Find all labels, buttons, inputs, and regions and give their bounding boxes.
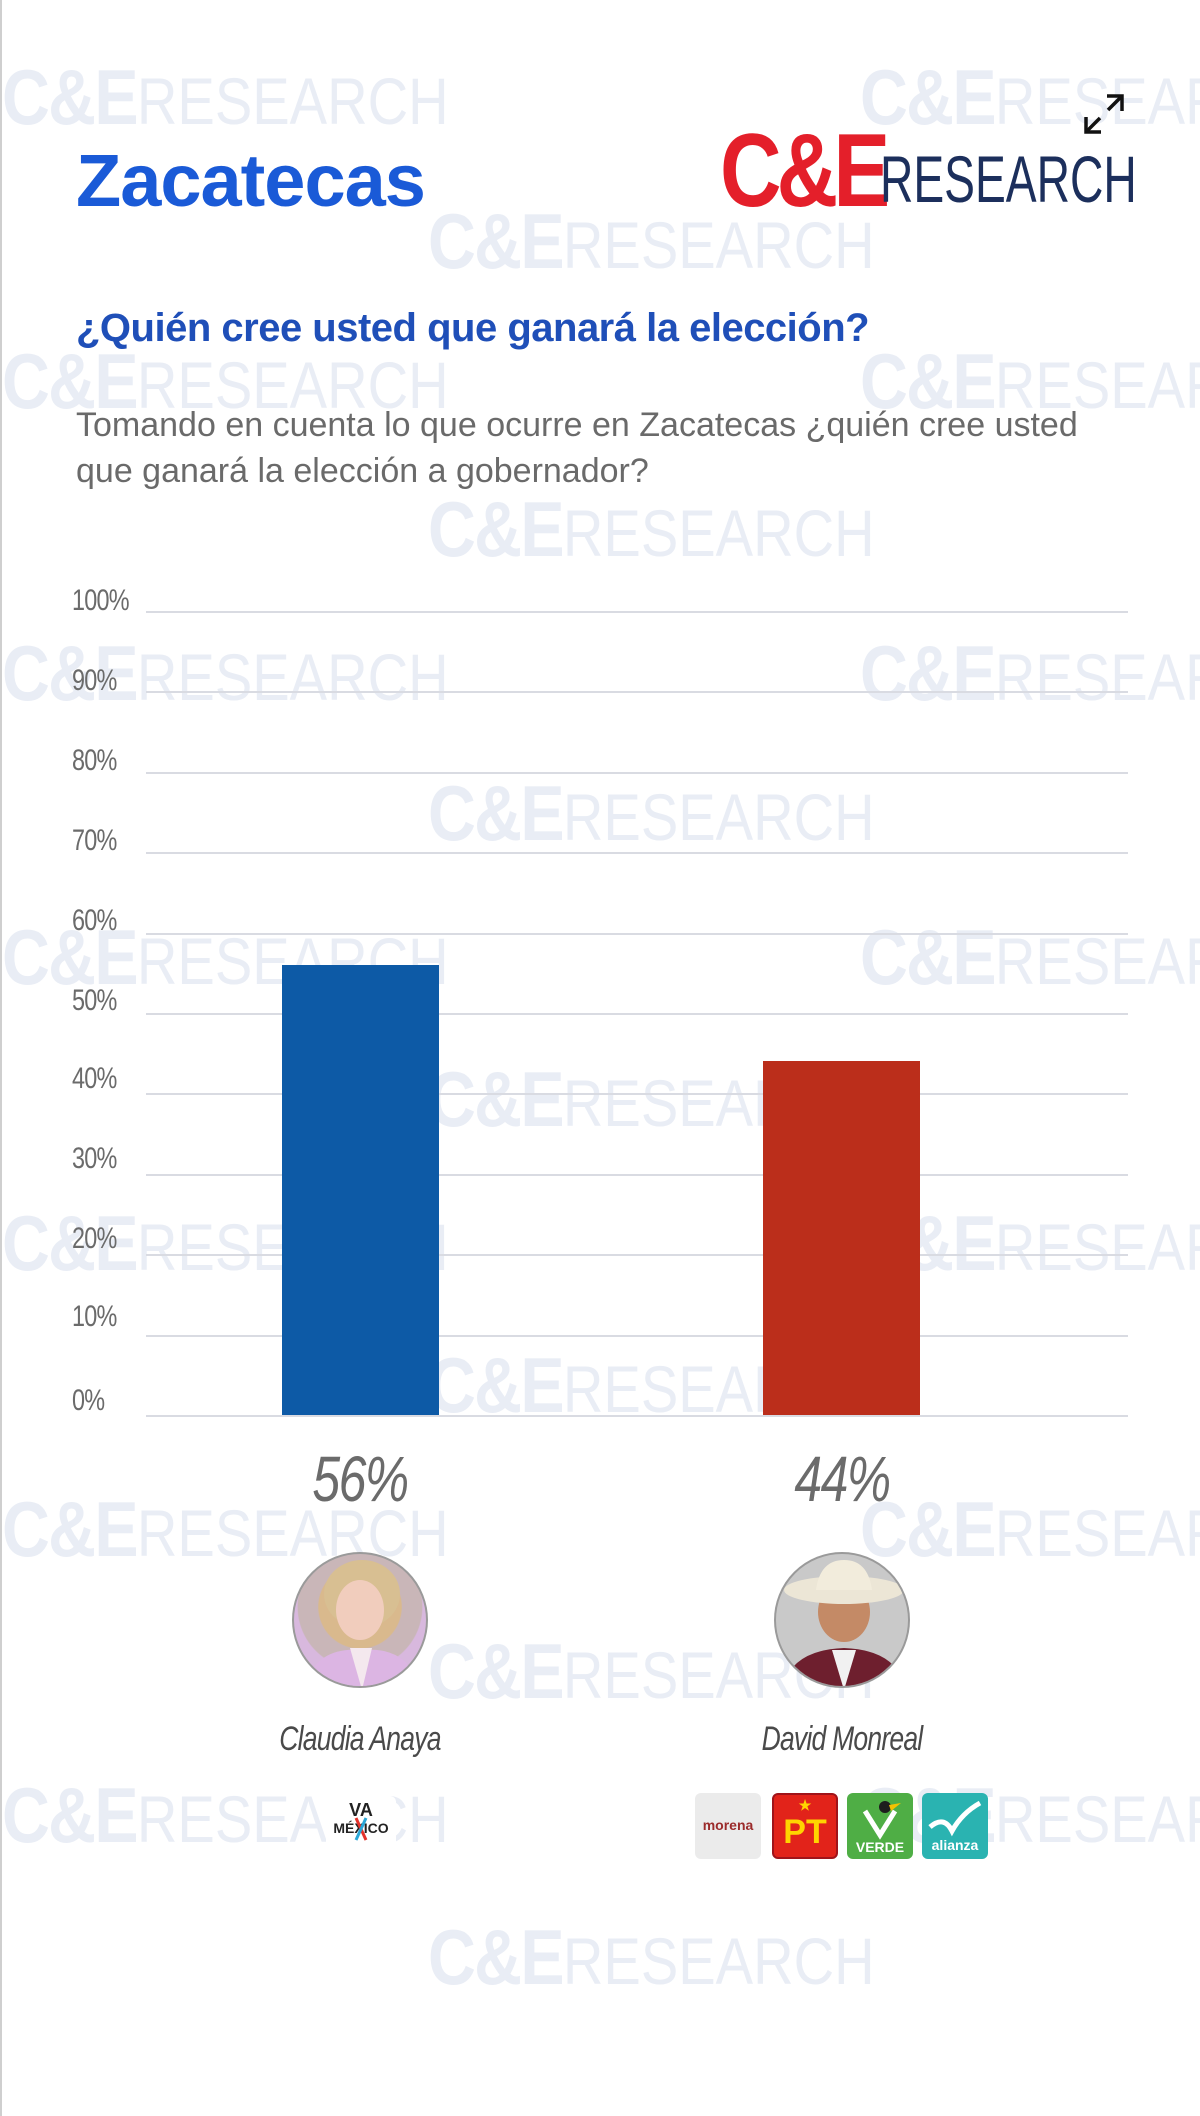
party-logo-pt: ★ PT [772,1793,838,1859]
gridline-20 [146,1254,1128,1256]
value-label-claudia-anaya: 56% [312,1443,409,1515]
bar-david-monreal [763,1061,920,1415]
bar-claudia-anaya [282,964,439,1415]
gridline-40 [146,1093,1128,1095]
ytick-20: 20% [72,1222,117,1255]
candidate-name-claudia-anaya: Claudia Anaya [279,1720,441,1758]
party-logo-morena: morena [695,1793,761,1859]
ytick-10: 10% [72,1300,117,1333]
candidate-name-david-monreal: David Monreal [761,1720,924,1758]
gridline-10 [146,1335,1128,1337]
gridline-90 [146,691,1128,693]
gridline-50 [146,1013,1128,1015]
x-mark-icon [354,1817,368,1841]
gridline-100 [146,611,1128,613]
ytick-70: 70% [72,824,117,857]
ytick-40: 40% [72,1062,117,1095]
ytick-0: 0% [72,1384,105,1417]
brand-research: RESEARCH [879,142,1137,216]
avatar-david-monreal [774,1552,910,1688]
party-logo-nueva-alianza: alianza [922,1793,988,1859]
question-title: ¿Quién cree usted que ganará la elección… [76,306,870,350]
page-title: Zacatecas [76,139,426,222]
expand-arrows-icon[interactable] [1080,90,1128,138]
wave-check-icon [928,1800,982,1837]
party-logo-verde: VERDE [847,1793,913,1859]
gridline-30 [146,1174,1128,1176]
value-label-david-monreal: 44% [794,1443,891,1515]
ytick-30: 30% [72,1142,117,1175]
gridline-80 [146,772,1128,774]
brand-logo: C&ERESEARCH [720,112,1200,231]
ytick-100: 100% [72,584,130,617]
person-photo-icon [305,1560,419,1686]
brand-ce: C&E [720,113,890,229]
party-logo-va-x-mexico: VA MÉXICO [326,1796,396,1856]
ytick-50: 50% [72,984,117,1017]
gridline-60 [146,933,1128,935]
person-photo-icon [783,1560,905,1686]
ytick-90: 90% [72,664,117,697]
avatar-claudia-anaya [292,1552,428,1688]
gridline-70 [146,852,1128,854]
left-border [0,0,2,2116]
toucan-icon [862,1801,901,1840]
ytick-60: 60% [72,904,117,937]
question-text: Tomando en cuenta lo que ocurre en Zacat… [76,406,1078,490]
ytick-80: 80% [72,744,117,777]
gridline-0 [146,1415,1128,1417]
